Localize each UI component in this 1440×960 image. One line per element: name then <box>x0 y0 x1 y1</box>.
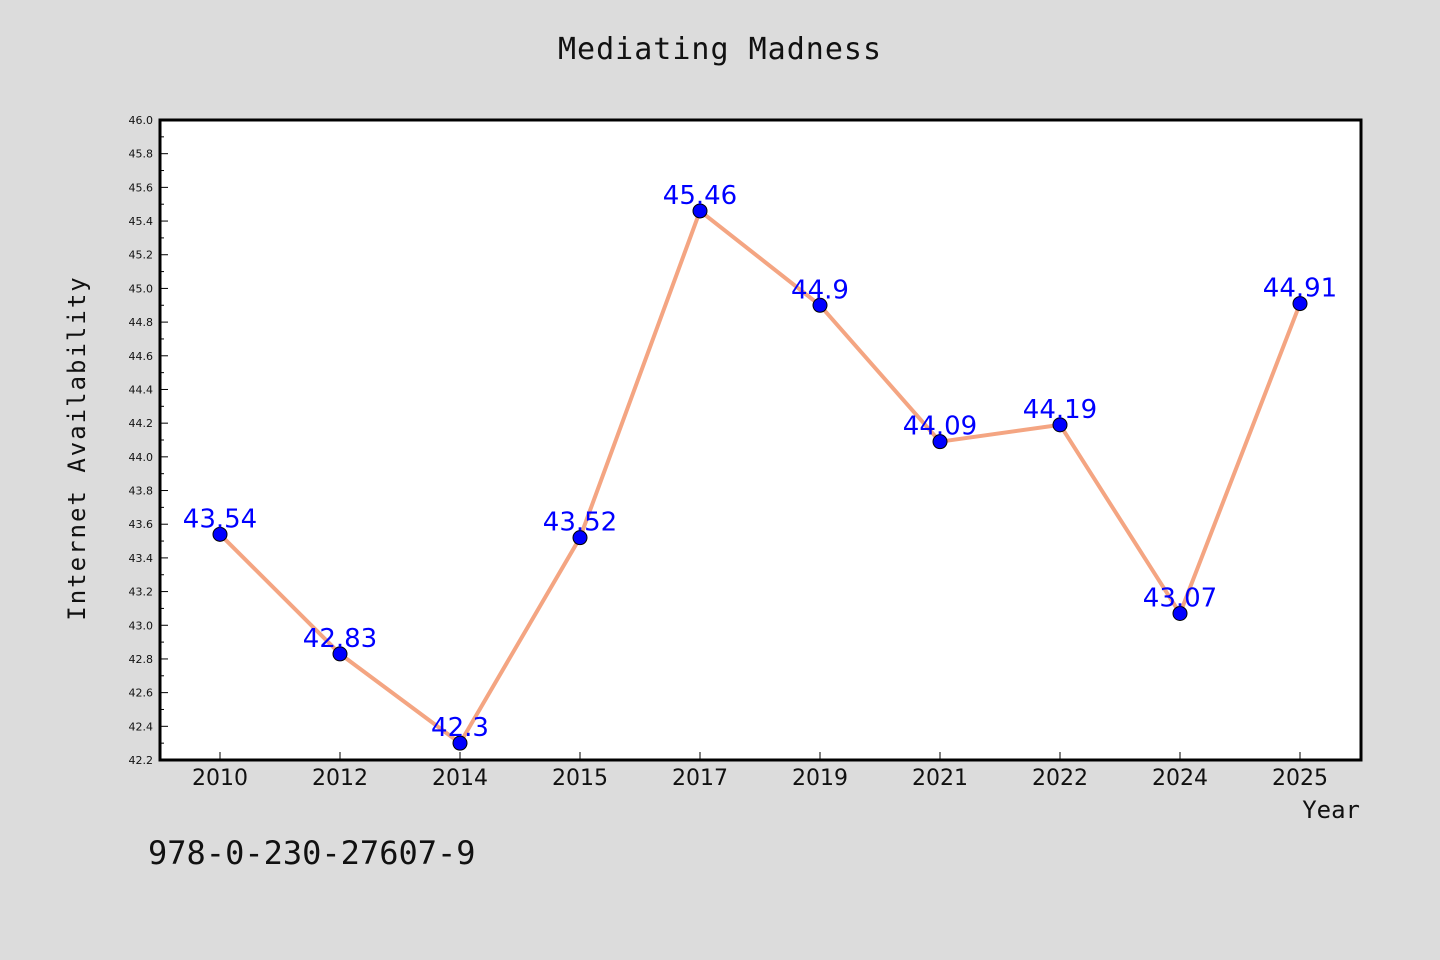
data-label: 44.9 <box>791 275 849 305</box>
x-tick-label: 2010 <box>192 766 248 791</box>
y-tick-label: 45.6 <box>129 181 154 194</box>
data-label: 45.46 <box>663 181 737 211</box>
y-axis-ticks: 42.2 42.4 42.6 42.8 43.0 43.2 43.4 43.6 43.8 44.0… <box>129 114 168 767</box>
data-point <box>932 434 948 450</box>
x-tick-label: 2021 <box>912 766 968 791</box>
x-axis-label: Year <box>1302 796 1360 824</box>
data-label: 44.91 <box>1263 274 1337 304</box>
y-tick-label: 43.0 <box>129 619 154 632</box>
x-tick-label: 2025 <box>1272 766 1328 791</box>
y-tick-label: 42.2 <box>129 754 154 767</box>
y-tick-label: 45.4 <box>129 215 154 228</box>
data-point <box>212 526 228 542</box>
data-point <box>452 735 468 751</box>
y-tick-label: 44.2 <box>129 417 154 430</box>
y-tick-label: 45.8 <box>129 148 154 161</box>
data-point <box>332 646 348 662</box>
data-point <box>572 530 588 546</box>
data-label: 44.19 <box>1023 395 1097 425</box>
y-tick-label: 43.6 <box>129 518 154 531</box>
data-label: 44.09 <box>903 412 977 442</box>
y-tick-label: 43.8 <box>129 485 154 498</box>
x-tick-label: 2015 <box>552 766 608 791</box>
x-tick-label: 2014 <box>432 766 488 791</box>
data-label: 43.07 <box>1143 583 1217 613</box>
y-tick-label: 45.0 <box>129 282 154 295</box>
y-tick-label: 45.2 <box>129 249 154 262</box>
y-tick-label: 46.0 <box>129 114 154 127</box>
data-point <box>692 203 708 219</box>
y-tick-label: 42.4 <box>129 720 154 733</box>
data-point <box>1292 296 1308 312</box>
y-tick-label: 43.4 <box>129 552 154 565</box>
y-tick-label: 44.4 <box>129 383 154 396</box>
y-tick-label: 42.6 <box>129 687 154 700</box>
x-axis-ticks: 2010 2012 2014 2015 2017 2019 2021 2022 2024 2025 <box>192 752 1328 791</box>
series-line <box>218 208 1302 746</box>
data-point <box>1172 605 1188 621</box>
data-label: 42.83 <box>303 624 377 654</box>
chart-title: Mediating Madness <box>557 32 883 67</box>
y-tick-label: 42.8 <box>129 653 154 666</box>
y-tick-label: 44.6 <box>129 350 154 363</box>
y-tick-label: 44.0 <box>129 451 154 464</box>
x-tick-label: 2017 <box>672 766 728 791</box>
data-labels: 43.54 42.83 42.3 43.52 45.46 44.9 44.09 44.19 43… <box>183 181 1337 743</box>
plot-area <box>158 118 1363 762</box>
x-tick-label: 2024 <box>1152 766 1208 791</box>
x-tick-label: 2012 <box>312 766 368 791</box>
data-label: 43.54 <box>183 504 257 534</box>
x-tick-label: 2022 <box>1032 766 1088 791</box>
x-tick-label: 2019 <box>792 766 848 791</box>
data-point <box>812 297 828 313</box>
data-label: 43.52 <box>543 508 617 538</box>
isbn-text: 978-0-230-27607-9 <box>148 834 476 872</box>
data-label: 42.3 <box>431 713 489 743</box>
data-markers <box>212 203 1308 751</box>
y-tick-label: 44.8 <box>129 316 154 329</box>
data-point <box>1052 417 1068 433</box>
y-tick-label: 43.2 <box>129 586 154 599</box>
